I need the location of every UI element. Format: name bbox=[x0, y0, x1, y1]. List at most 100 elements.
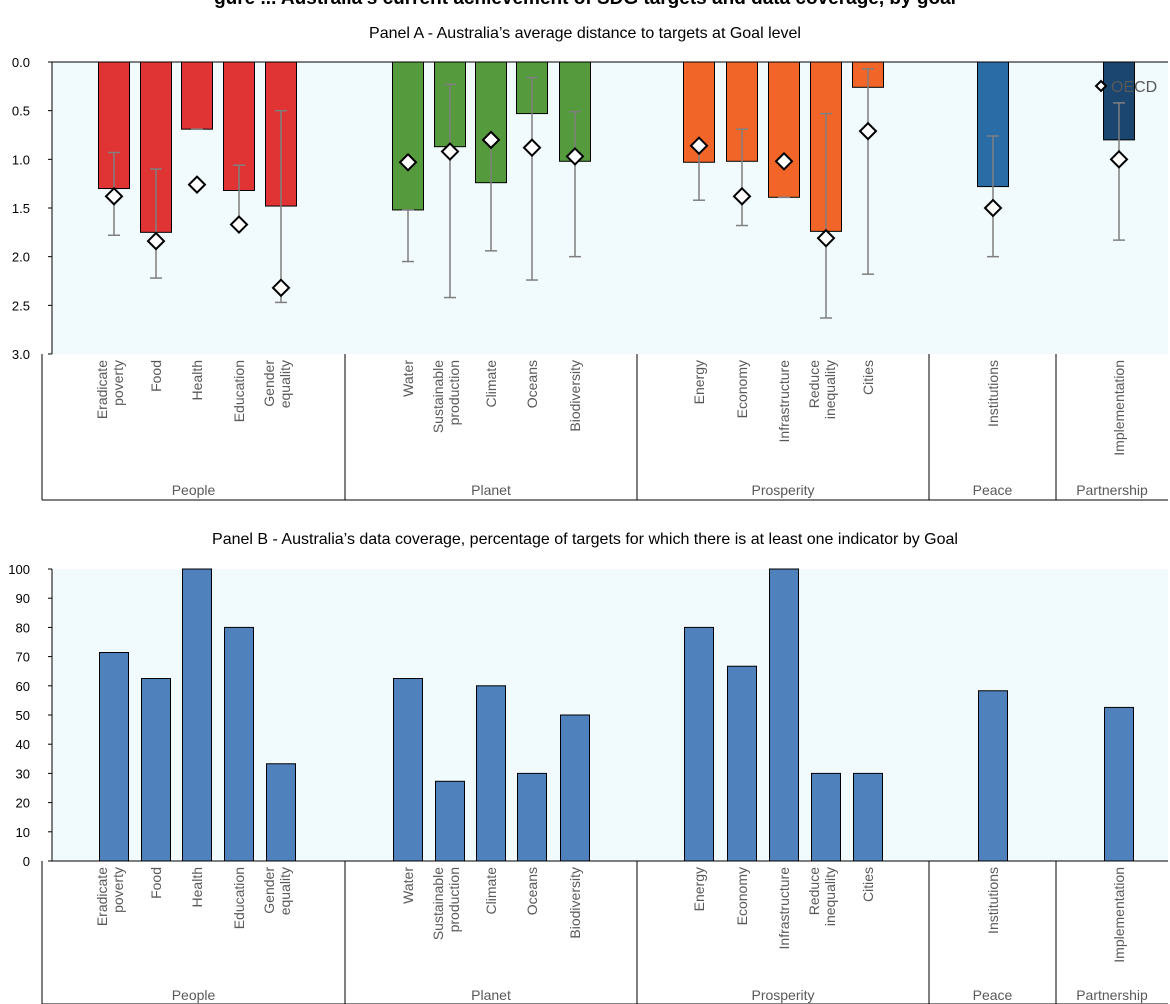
bar-energy bbox=[684, 626, 714, 862]
bar-sustainable-production bbox=[435, 780, 465, 862]
y-tick-label: 1.5 bbox=[12, 201, 30, 216]
legend-marker-oecd bbox=[1094, 79, 1108, 93]
tick-label-economy: Economy bbox=[734, 360, 750, 418]
tick-label-eradicate-poverty: Eradicatepoverty bbox=[94, 867, 126, 926]
oecd-marker-oceans bbox=[522, 138, 542, 158]
bar-education bbox=[224, 626, 254, 862]
figure-title: gure ... Australia's current achievement… bbox=[214, 0, 956, 9]
oecd-marker-water bbox=[398, 152, 418, 172]
bar-food bbox=[141, 678, 171, 862]
y-tick-label: 1.0 bbox=[12, 152, 30, 167]
tick-label-food: Food bbox=[148, 867, 164, 899]
oecd-marker-food bbox=[146, 231, 166, 251]
bar-biodiversity bbox=[560, 714, 590, 862]
y-tick-label: 2.0 bbox=[12, 250, 30, 265]
panel-b-chart: 0 10 20 30 40 50 60 70 80 90 100 Eradicatepoverty Fo… bbox=[8, 562, 1168, 1004]
bar-cities bbox=[853, 772, 883, 862]
bar-water bbox=[393, 678, 423, 862]
oecd-marker-reduce-inequality bbox=[816, 228, 836, 248]
panel-a-title: Panel A - Australia’s average distance t… bbox=[369, 25, 801, 42]
tick-label-education: Education bbox=[231, 867, 247, 929]
group-label-planet: Planet bbox=[471, 482, 511, 498]
tick-label-implementation: Implementation bbox=[1111, 867, 1127, 963]
bar-climate bbox=[476, 685, 506, 862]
group-label-partnership: Partnership bbox=[1076, 987, 1148, 1003]
oecd-marker-sustainable-production bbox=[440, 142, 460, 161]
y-tick-label: 3.0 bbox=[12, 347, 30, 362]
oecd-marker-infrastructure bbox=[774, 151, 794, 171]
tick-label-institutions: Institutions bbox=[985, 867, 1001, 934]
group-label-people: People bbox=[172, 987, 216, 1003]
y-tick-label: 60 bbox=[16, 679, 30, 694]
tick-label-oceans: Oceans bbox=[524, 360, 540, 408]
oecd-marker-cities bbox=[858, 121, 878, 141]
oecd-marker-education bbox=[229, 215, 249, 234]
y-tick-label: 70 bbox=[16, 650, 30, 665]
tick-label-infrastructure: Infrastructure bbox=[776, 867, 792, 950]
tick-label-energy: Energy bbox=[691, 867, 707, 911]
tick-label-sustainable-production: Sustainableproduction bbox=[430, 360, 462, 433]
group-label-peace: Peace bbox=[973, 987, 1013, 1003]
group-label-prosperity: Prosperity bbox=[751, 987, 814, 1003]
y-tick-label: 20 bbox=[16, 796, 30, 811]
tick-label-water: Water bbox=[400, 867, 416, 904]
tick-label-cities: Cities bbox=[860, 360, 876, 395]
group-label-planet: Planet bbox=[471, 987, 511, 1003]
y-tick-label: 90 bbox=[16, 591, 30, 606]
y-tick-label: 30 bbox=[16, 766, 30, 781]
tick-label-biodiversity: Biodiversity bbox=[567, 360, 583, 432]
bar-institutions bbox=[978, 690, 1008, 862]
bar-implementation bbox=[1104, 706, 1134, 862]
group-label-prosperity: Prosperity bbox=[751, 482, 814, 498]
tick-label-education: Education bbox=[231, 360, 247, 422]
y-tick-label: 100 bbox=[8, 562, 30, 577]
y-tick-label: 0.5 bbox=[12, 104, 30, 119]
tick-label-gender-equality: Genderequality bbox=[261, 360, 293, 409]
oecd-marker-economy bbox=[732, 186, 752, 206]
y-tick-label: 40 bbox=[16, 737, 30, 752]
y-tick-label: 80 bbox=[16, 620, 30, 635]
tick-label-infrastructure: Infrastructure bbox=[776, 360, 792, 443]
bar-infrastructure bbox=[769, 568, 799, 862]
tick-label-energy: Energy bbox=[691, 360, 707, 404]
bar-oceans bbox=[517, 772, 547, 862]
oecd-marker-implementation bbox=[1109, 149, 1129, 169]
oecd-marker-energy bbox=[689, 136, 709, 156]
tick-label-implementation: Implementation bbox=[1111, 360, 1127, 456]
tick-label-health: Health bbox=[189, 360, 205, 400]
bar-economy bbox=[727, 665, 757, 862]
tick-label-eradicate-poverty: Eradicatepoverty bbox=[94, 360, 126, 419]
bar-reduce-inequality bbox=[811, 772, 841, 862]
panel-a-chart: 0.0 0.5 1.0 1.5 2.0 2.5 3.0 OECD Eradicatepovert… bbox=[12, 55, 1168, 501]
tick-label-economy: Economy bbox=[734, 867, 750, 925]
tick-label-sustainable-production: Sustainableproduction bbox=[430, 867, 462, 940]
oecd-marker-biodiversity bbox=[565, 146, 585, 166]
tick-label-water: Water bbox=[400, 360, 416, 397]
y-tick-label: 50 bbox=[16, 708, 30, 723]
y-tick-label: 10 bbox=[16, 825, 30, 840]
tick-label-reduce-inequality: Reduceinequality bbox=[806, 867, 838, 926]
bar-infrastructure bbox=[768, 61, 800, 198]
oecd-marker-climate bbox=[481, 130, 501, 150]
tick-label-climate: Climate bbox=[483, 867, 499, 915]
oecd-marker-institutions bbox=[983, 198, 1003, 218]
oecd-marker-health bbox=[187, 175, 207, 195]
panel-b-title: Panel B - Australia’s data coverage, per… bbox=[212, 531, 958, 548]
tick-label-climate: Climate bbox=[483, 360, 499, 408]
oecd-marker-gender-equality bbox=[271, 278, 291, 298]
tick-label-food: Food bbox=[148, 360, 164, 392]
y-tick-label: 0.0 bbox=[12, 55, 30, 70]
tick-label-biodiversity: Biodiversity bbox=[567, 867, 583, 939]
oecd-marker-eradicate-poverty bbox=[104, 186, 124, 206]
legend-label-oecd: OECD bbox=[1111, 79, 1157, 96]
y-tick-label: 2.5 bbox=[12, 298, 30, 313]
tick-label-oceans: Oceans bbox=[524, 867, 540, 915]
tick-label-reduce-inequality: Reduceinequality bbox=[806, 360, 838, 419]
bar-water bbox=[392, 61, 424, 211]
bar-health bbox=[181, 61, 213, 130]
y-tick-label: 0 bbox=[23, 854, 30, 869]
tick-label-cities: Cities bbox=[860, 867, 876, 902]
bar-gender-equality bbox=[266, 763, 296, 862]
group-label-peace: Peace bbox=[973, 482, 1013, 498]
